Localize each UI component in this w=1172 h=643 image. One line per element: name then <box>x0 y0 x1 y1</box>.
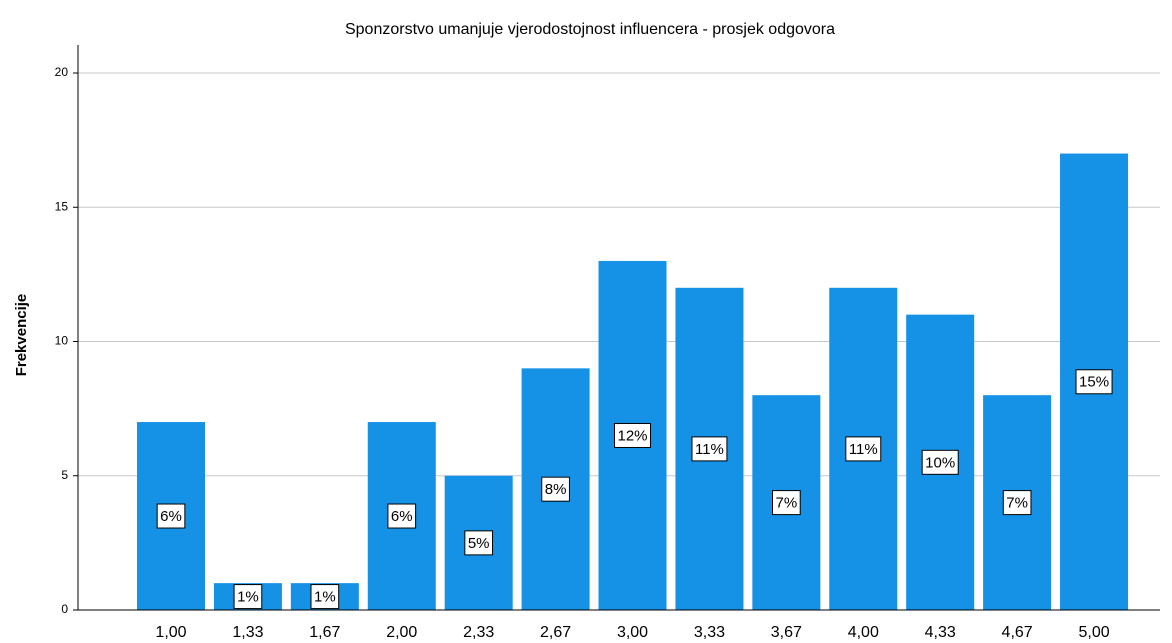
value-label-box <box>1002 490 1032 516</box>
value-label-box <box>541 476 570 502</box>
value-label-box <box>772 490 801 516</box>
value-label: 15% <box>1079 374 1109 391</box>
y-tick-label: 10 <box>55 334 69 348</box>
value-label: 6% <box>160 508 182 525</box>
chart-title: Sponzorstvo umanjuje vjerodostojnost inf… <box>345 21 835 38</box>
value-label: 12% <box>618 427 648 444</box>
y-tick-label: 5 <box>61 468 68 482</box>
value-label-box <box>845 436 882 462</box>
value-label: 11% <box>849 441 878 458</box>
x-tick-label: 4,67 <box>1002 624 1033 641</box>
y-tick-label: 0 <box>61 602 68 616</box>
x-tick-label: 3,67 <box>771 624 802 641</box>
value-label-box <box>921 449 959 475</box>
value-label-box <box>156 503 186 529</box>
x-tick-label: 1,00 <box>155 624 186 641</box>
value-label: 10% <box>925 454 955 471</box>
value-label-box <box>1075 369 1113 395</box>
x-tick-label: 4,00 <box>848 624 879 641</box>
value-label: 7% <box>776 495 798 512</box>
value-label-box <box>387 503 417 529</box>
x-tick-label: 5,00 <box>1078 624 1109 641</box>
x-tick-label: 2,00 <box>386 624 417 641</box>
y-tick-label: 20 <box>55 65 69 79</box>
value-label: 1% <box>314 589 336 606</box>
value-label-box <box>233 584 263 610</box>
value-label-box <box>310 584 340 610</box>
value-label: 7% <box>1006 495 1028 512</box>
x-tick-label: 1,67 <box>309 624 340 641</box>
x-tick-label: 3,00 <box>617 624 648 641</box>
y-axis-label: Frekvencije <box>13 294 30 377</box>
y-tick-label: 15 <box>55 199 69 213</box>
x-tick-label: 4,33 <box>925 624 956 641</box>
x-tick-label: 1,33 <box>232 624 263 641</box>
x-tick-label: 2,67 <box>540 624 571 641</box>
value-label-box <box>691 436 728 462</box>
value-label-box <box>614 422 652 448</box>
value-label: 1% <box>237 589 259 606</box>
x-tick-label: 3,33 <box>694 624 725 641</box>
value-label: 6% <box>391 508 413 525</box>
value-label: 11% <box>695 441 724 458</box>
value-label: 8% <box>545 481 567 498</box>
value-label: 5% <box>468 535 490 552</box>
value-label-box <box>464 530 494 556</box>
x-tick-label: 2,33 <box>463 624 494 641</box>
